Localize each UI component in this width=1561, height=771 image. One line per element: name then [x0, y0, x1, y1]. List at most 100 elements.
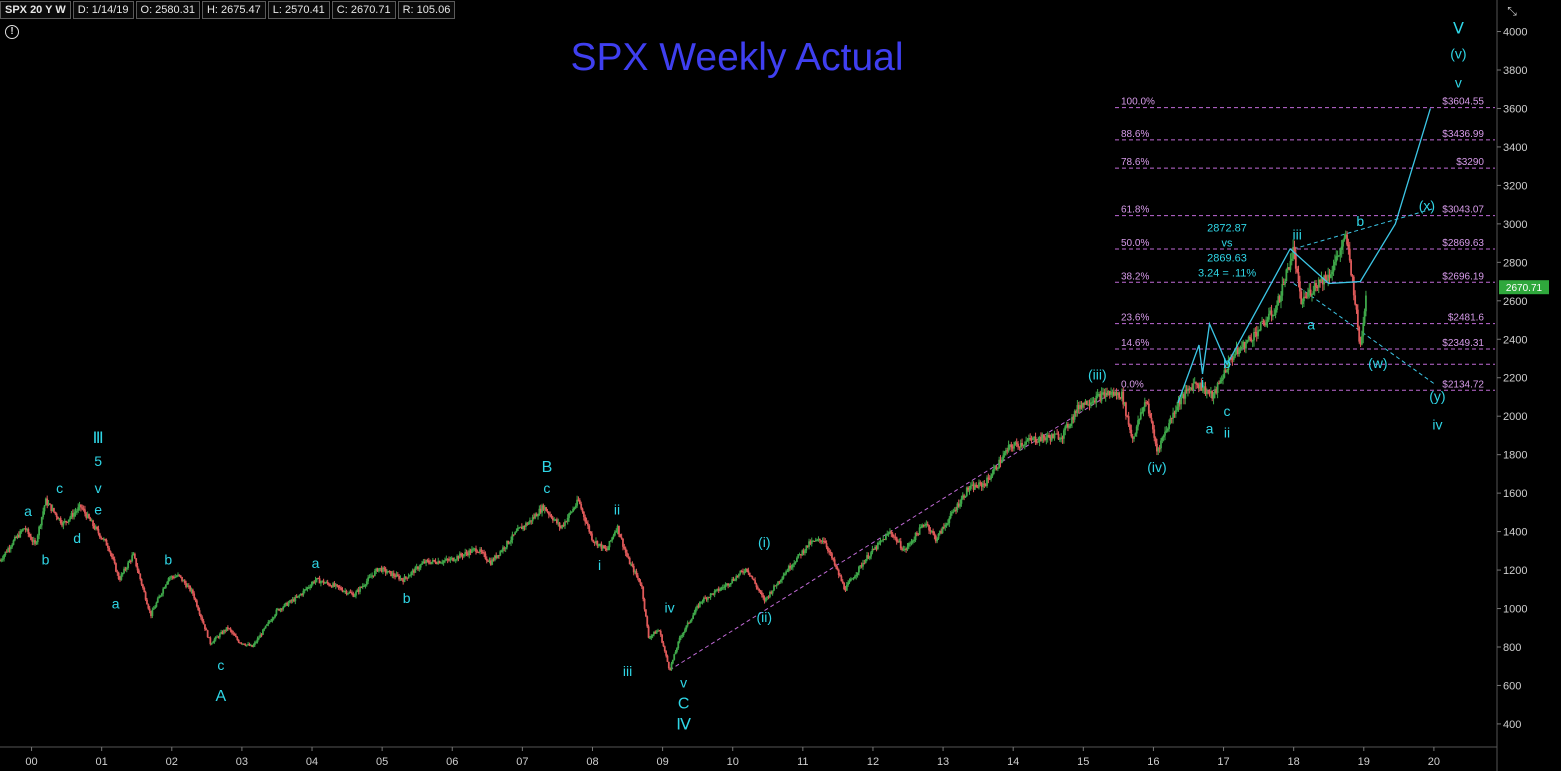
fib-level-price: $3290: [1456, 157, 1484, 168]
candle-body: [448, 559, 450, 561]
candle-body: [1054, 433, 1057, 435]
candle-body: [729, 582, 732, 585]
candle-body: [748, 572, 751, 576]
candle-body: [965, 487, 968, 496]
candle-body: [862, 563, 864, 567]
candle-body: [1116, 392, 1119, 396]
candle-body: [1245, 342, 1247, 349]
wave-label: (ii): [757, 609, 773, 625]
candle-body: [229, 628, 232, 631]
candle-body: [887, 533, 890, 535]
candle-body: [1119, 397, 1122, 399]
candle-body: [59, 518, 62, 524]
range-readout: R: 105.06: [397, 1, 456, 19]
annotation-line: 2869.63: [1207, 253, 1247, 265]
candle-body: [538, 508, 541, 516]
candle-body: [1094, 400, 1096, 403]
candle-body: [384, 568, 387, 573]
candle-body: [5, 551, 8, 553]
candle-body: [1085, 400, 1088, 405]
candle-body: [558, 522, 561, 527]
candle-body: [592, 540, 595, 542]
candle-body: [12, 540, 15, 545]
candle-body: [82, 508, 85, 510]
candle-body: [133, 553, 136, 559]
candle-body: [973, 484, 976, 490]
candle-body: [1151, 421, 1154, 430]
candle-body: [1161, 437, 1164, 441]
candle-body: [616, 525, 619, 531]
chart-header: SPX 20 Y W D: 1/14/19 O: 2580.31 H: 2675…: [0, 0, 457, 20]
candle-body: [926, 523, 929, 526]
candle-body: [328, 583, 330, 586]
candle-body: [1158, 448, 1161, 450]
candle-body: [1, 558, 4, 560]
candle-body: [603, 545, 605, 549]
candle-body: [690, 618, 693, 621]
candle-body: [268, 621, 271, 623]
candle-body: [479, 549, 481, 553]
candle-body: [831, 553, 833, 559]
candle-body: [1218, 383, 1220, 385]
candle-body: [549, 514, 552, 516]
candle-body: [306, 587, 309, 589]
candle-body: [510, 540, 512, 543]
candle-body: [1023, 444, 1026, 446]
wave-labels: abcdev5ⅢabcAabcBiiiiviiivCⅣ(i)(ii)(iii)(…: [24, 20, 1466, 733]
candle-body: [1118, 392, 1121, 398]
candle-body: [920, 527, 922, 529]
candle-body: [337, 585, 340, 588]
candle-body: [750, 575, 752, 577]
candle-body: [13, 536, 16, 541]
candle-body: [236, 637, 239, 640]
candle-body: [1300, 291, 1303, 304]
candle-body: [674, 651, 677, 655]
candle-body: [955, 509, 957, 511]
candle-body: [837, 569, 840, 576]
candle-body: [90, 520, 93, 522]
candle-body: [570, 511, 573, 513]
candle-body: [132, 553, 135, 556]
candle-body: [1319, 279, 1321, 282]
wave-label: C: [678, 696, 690, 713]
info-icon[interactable]: !: [5, 25, 19, 39]
candle-body: [88, 514, 90, 519]
candle-body: [108, 547, 111, 552]
candle-body: [458, 553, 461, 559]
candle-body: [284, 602, 287, 605]
candle-body: [514, 532, 516, 535]
candle-body: [119, 579, 121, 581]
candle-body: [1154, 437, 1157, 444]
candle-body: [332, 583, 334, 588]
candle-body: [376, 568, 379, 572]
candle-body: [782, 575, 785, 579]
symbol-label[interactable]: SPX 20 Y W: [0, 1, 71, 19]
candle-body: [1222, 377, 1224, 380]
candle-body: [1346, 234, 1348, 245]
candle-body: [827, 547, 829, 551]
candle-body: [910, 542, 913, 544]
candle-body: [781, 578, 783, 581]
candle-body: [260, 634, 263, 636]
candle-body: [280, 608, 283, 610]
candle-body: [971, 484, 974, 486]
candle-body: [561, 524, 564, 528]
candle-body: [814, 539, 817, 542]
candle-body: [872, 548, 875, 550]
candle-body: [189, 586, 192, 592]
candle-body: [1351, 275, 1354, 277]
candle-body: [1205, 391, 1208, 395]
candle-body: [395, 574, 398, 578]
candle-body: [58, 518, 61, 520]
candle-body: [644, 609, 647, 617]
wave-label: v: [680, 674, 687, 690]
expand-icon[interactable]: ⤡: [1507, 4, 1517, 18]
candle-body: [32, 540, 35, 542]
candle-body: [391, 573, 394, 576]
fib-level-percent: 14.6%: [1121, 338, 1149, 349]
candle-body: [739, 571, 742, 574]
candle-body: [1165, 430, 1168, 432]
candle-body: [247, 644, 250, 646]
candle-body: [1189, 387, 1192, 389]
